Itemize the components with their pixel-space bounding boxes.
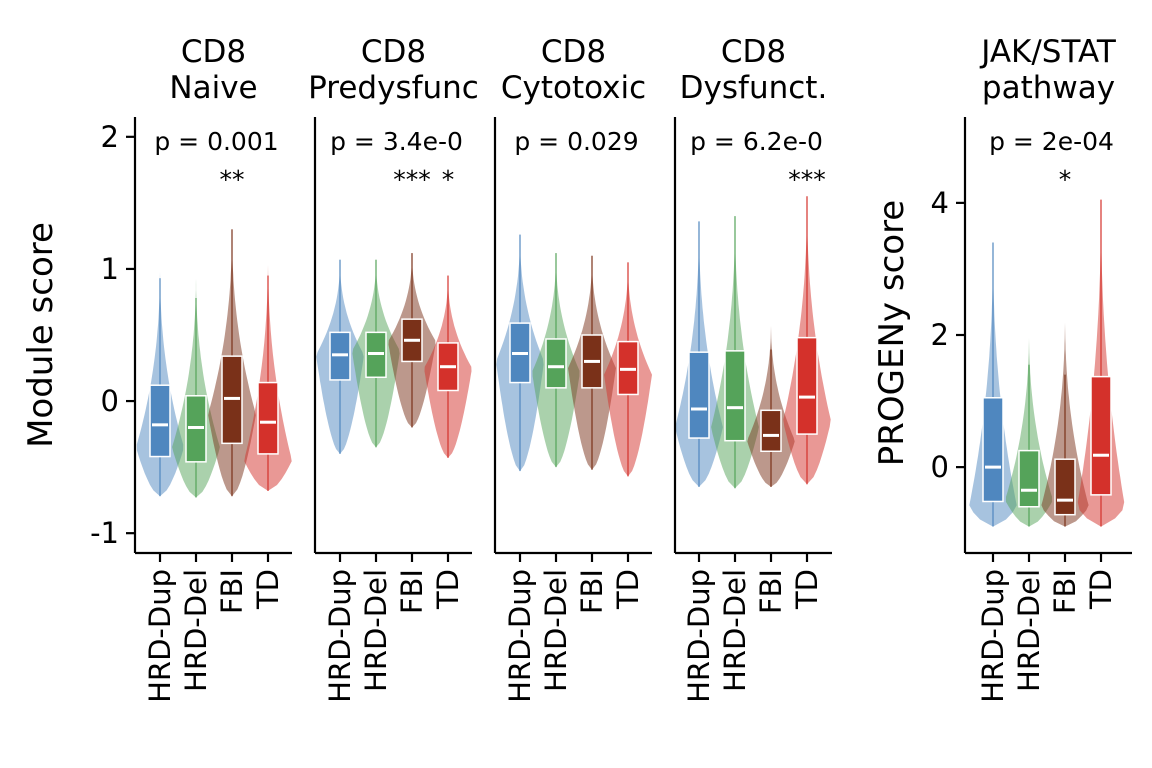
y-tick-label: 0 (931, 450, 949, 484)
x-tick-label: FBI (395, 569, 429, 614)
p-value: p = 2e-04 (989, 127, 1114, 156)
p-value: p = 3.4e-0 (330, 127, 463, 156)
box-td (796, 336, 818, 435)
x-tick-label: FBI (1048, 569, 1082, 614)
p-value: p = 0.001 (154, 127, 278, 156)
box-hrd-dup (149, 384, 171, 458)
significance-label: ** (220, 165, 245, 194)
y-tick-label: -1 (90, 516, 119, 550)
box-hrd-del (545, 338, 567, 389)
significance-label: * (1059, 165, 1072, 194)
box-fbi (1054, 458, 1076, 516)
y-tick-label: 0 (101, 384, 119, 418)
box-hrd-del (724, 350, 746, 442)
x-tick-label: HRD-Dup (323, 569, 357, 703)
significance-label: *** (393, 165, 431, 194)
significance-label: * (442, 165, 455, 194)
x-tick-label: TD (1084, 569, 1118, 610)
x-tick-label: TD (431, 569, 465, 610)
y-tick-label: 2 (101, 120, 119, 154)
p-value: p = 0.029 (514, 127, 638, 156)
significance-label: *** (788, 165, 826, 194)
panel-title: Cytotoxic (501, 70, 646, 106)
box-td (1090, 375, 1112, 496)
x-tick-label: TD (611, 569, 645, 610)
x-tick-label: HRD-Del (1012, 569, 1046, 692)
panel-title: CD8 (541, 34, 606, 70)
panel-title: JAK/STAT (979, 34, 1117, 70)
box-hrd-dup (982, 397, 1004, 503)
panel-title: pathway (982, 70, 1115, 106)
x-tick-label: HRD-Del (359, 569, 393, 692)
p-value: p = 6.2e-0 (690, 127, 823, 156)
panel-title: CD8 (721, 34, 786, 70)
y-tick-label: 2 (931, 318, 949, 352)
x-tick-label: HRD-Dup (503, 569, 537, 703)
panel-title: Naive (169, 70, 257, 106)
x-tick-label: FBI (575, 569, 609, 614)
box-hrd-dup (688, 351, 710, 439)
x-tick-label: TD (251, 569, 285, 610)
x-tick-label: HRD-Del (539, 569, 573, 692)
panel-title: Dysfunct. (680, 70, 828, 106)
x-tick-label: HRD-Dup (976, 569, 1010, 703)
panel-title: CD8 (181, 34, 246, 70)
box-hrd-del (1018, 449, 1040, 508)
x-tick-label: FBI (754, 569, 788, 614)
panel-title: CD8 (361, 34, 426, 70)
y-tick-label: 1 (101, 252, 119, 286)
panel-title: Predysfunc (308, 70, 479, 106)
y-axis-label: Module score (21, 222, 61, 448)
x-tick-label: HRD-Del (718, 569, 752, 692)
x-tick-label: FBI (215, 569, 249, 614)
box-td (257, 381, 279, 455)
x-tick-label: HRD-Dup (143, 569, 177, 703)
box-fbi (760, 409, 782, 453)
y-tick-label: 4 (931, 186, 949, 220)
x-tick-label: HRD-Del (179, 569, 213, 692)
x-tick-label: TD (790, 569, 824, 610)
y-axis-label: PROGENy score (872, 200, 912, 466)
x-tick-label: HRD-Dup (682, 569, 716, 703)
